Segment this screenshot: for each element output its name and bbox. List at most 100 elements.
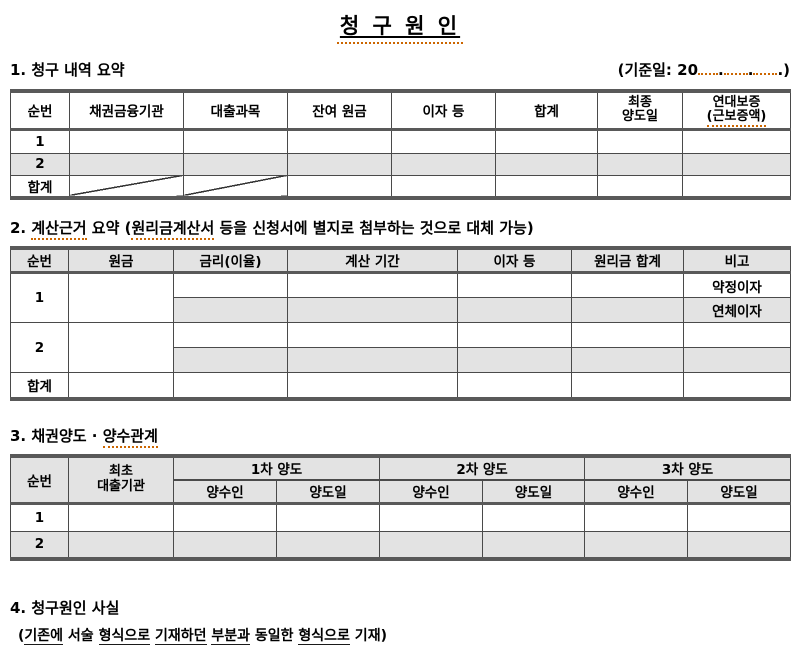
empty-cell[interactable] <box>379 503 484 532</box>
empty-cell[interactable] <box>183 128 288 154</box>
row-label: 2 <box>10 152 70 176</box>
table3-subheader-assignee: 양수인 <box>379 479 484 505</box>
empty-cell[interactable] <box>682 152 791 176</box>
table3-header-first-lender: 최초 대출기관 <box>68 455 174 505</box>
table3-row-2: 2 <box>10 531 792 559</box>
empty-cell[interactable] <box>457 372 572 399</box>
empty-cell[interactable] <box>457 272 572 298</box>
empty-cell[interactable] <box>287 297 458 323</box>
empty-cell[interactable] <box>275 503 381 532</box>
empty-cell[interactable] <box>571 347 684 373</box>
empty-cell[interactable] <box>68 272 174 323</box>
empty-cell[interactable] <box>682 174 791 198</box>
row-label-sum: 합계 <box>10 174 70 198</box>
empty-cell[interactable] <box>69 128 184 154</box>
empty-cell[interactable] <box>287 272 458 298</box>
empty-cell[interactable] <box>495 174 598 198</box>
empty-cell[interactable] <box>391 152 496 176</box>
section1-heading: 1. 청구 내역 요약 <box>10 61 125 79</box>
table2-row2-overdue <box>11 347 791 373</box>
table2-header-no: 순번 <box>10 247 69 274</box>
empty-cell[interactable] <box>597 128 683 154</box>
empty-cell[interactable] <box>173 503 277 532</box>
base-date-year-blank[interactable] <box>698 61 719 75</box>
empty-cell[interactable] <box>183 152 288 176</box>
subnote-seg-underlined: 기재하던 <box>154 627 207 645</box>
empty-cell[interactable] <box>287 152 392 176</box>
base-date-day-blank[interactable] <box>753 61 778 75</box>
page-title: 청 구 원 인 <box>339 14 461 38</box>
empty-cell[interactable] <box>571 322 684 348</box>
empty-cell[interactable] <box>287 372 458 399</box>
empty-cell[interactable] <box>597 152 683 176</box>
empty-cell[interactable] <box>68 531 174 559</box>
empty-cell[interactable] <box>173 372 288 399</box>
table1-header-surety: 연대보증 (근보증액) <box>682 90 791 131</box>
subnote-seg-underlined: 형식으로 <box>98 627 151 645</box>
diagonal-cell <box>183 174 288 198</box>
empty-cell[interactable] <box>69 152 184 176</box>
empty-cell[interactable] <box>173 531 277 559</box>
table3-subheader-transfer-date: 양도일 <box>687 479 792 505</box>
table1-row-2: 2 <box>10 152 791 176</box>
subnote-seg-underlined: 부분과 <box>211 627 251 645</box>
table3-group-1st-transfer: 1차 양도 <box>172 455 381 481</box>
empty-cell[interactable] <box>687 531 792 559</box>
base-date-prefix: (기준일: 20 <box>617 61 699 79</box>
empty-cell[interactable] <box>571 372 684 399</box>
empty-cell[interactable] <box>173 322 288 348</box>
section4-subnote: (기존에 서술 형식으로 기재하던 부분과 동일한 형식으로 기재) <box>18 625 790 645</box>
empty-cell[interactable] <box>584 503 689 532</box>
empty-cell[interactable] <box>482 531 586 559</box>
empty-cell[interactable] <box>571 297 684 323</box>
empty-cell[interactable] <box>457 297 572 323</box>
empty-cell[interactable] <box>571 272 684 298</box>
section2-mid: 요약 ( <box>86 218 132 237</box>
empty-cell[interactable] <box>287 322 458 348</box>
empty-cell[interactable] <box>173 272 288 298</box>
empty-cell[interactable] <box>584 531 689 559</box>
section2-term1: 계산근거 <box>31 218 87 240</box>
empty-cell[interactable] <box>457 347 572 373</box>
empty-cell[interactable] <box>597 174 683 198</box>
empty-cell[interactable] <box>683 372 791 399</box>
empty-cell[interactable] <box>687 503 792 532</box>
empty-cell[interactable] <box>682 128 791 154</box>
empty-cell[interactable] <box>68 322 174 373</box>
empty-cell[interactable] <box>68 503 174 532</box>
table1-header-bank: 채권금융기관 <box>69 90 184 131</box>
empty-cell[interactable] <box>68 372 174 399</box>
empty-cell[interactable] <box>379 531 484 559</box>
empty-cell[interactable] <box>495 128 598 154</box>
empty-cell[interactable] <box>683 322 791 348</box>
section2-term2: 원리금계산서 <box>131 218 215 240</box>
table2-header-note: 비고 <box>683 247 791 274</box>
table1-header-total: 합계 <box>495 90 598 131</box>
base-date-month-blank[interactable] <box>723 61 748 75</box>
empty-cell[interactable] <box>391 174 496 198</box>
table1-header-final-line1: 최종 <box>628 94 652 110</box>
empty-cell[interactable] <box>457 322 572 348</box>
note-agreed-interest: 약정이자 <box>683 272 791 298</box>
empty-cell[interactable] <box>495 152 598 176</box>
table3-header-first-line2: 대출기관 <box>97 478 145 494</box>
empty-cell[interactable] <box>275 531 381 559</box>
empty-cell[interactable] <box>173 347 288 373</box>
row-label: 1 <box>10 503 69 532</box>
row-label: 1 <box>10 272 69 323</box>
claim-cause-document: 청 구 원 인 1. 청구 내역 요약 (기준일: 20...) 순번 채권금융… <box>10 14 792 645</box>
empty-cell[interactable] <box>287 347 458 373</box>
empty-cell[interactable] <box>482 503 586 532</box>
subnote-seg: 동일한 <box>250 627 299 644</box>
empty-cell[interactable] <box>683 347 791 373</box>
empty-cell[interactable] <box>391 128 496 154</box>
empty-cell[interactable] <box>287 128 392 154</box>
table1-header-final-line2: 양도일 <box>622 109 658 125</box>
empty-cell[interactable] <box>287 174 392 198</box>
table1-header-final-transfer-date: 최종 양도일 <box>597 90 683 131</box>
table2-header-interest: 이자 등 <box>457 247 572 274</box>
subnote-seg: ( <box>18 627 25 644</box>
table1-header-row: 순번 채권금융기관 대출과목 잔여 원금 이자 등 합계 최종 양도일 연대보증… <box>10 90 791 131</box>
section2-number: 2. <box>10 218 32 237</box>
empty-cell[interactable] <box>173 297 288 323</box>
